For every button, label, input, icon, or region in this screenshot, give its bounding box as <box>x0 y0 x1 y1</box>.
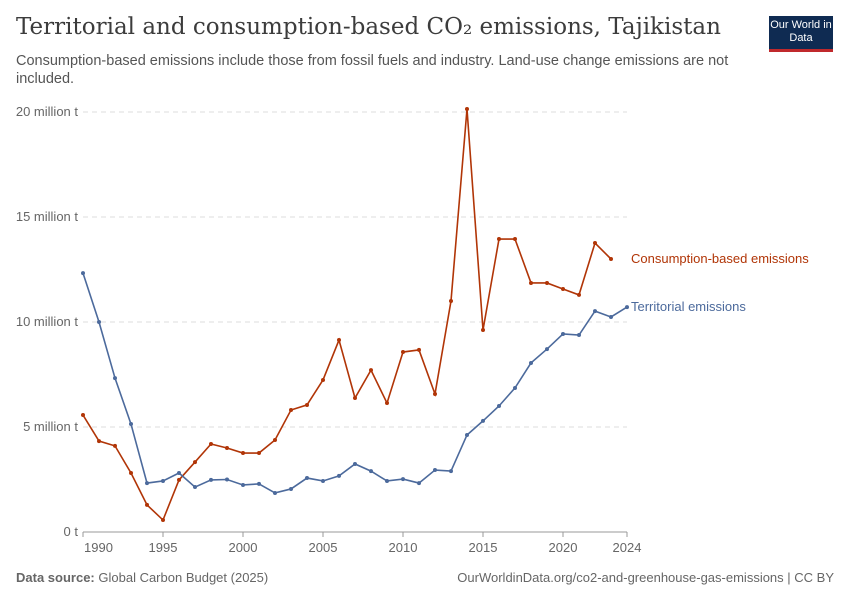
data-point <box>449 299 453 303</box>
data-point <box>305 476 309 481</box>
series-label: Territorial emissions <box>631 299 746 314</box>
data-point <box>129 470 133 475</box>
source-label: Data source: <box>16 570 95 585</box>
data-point <box>577 292 581 297</box>
data-point <box>97 439 101 444</box>
x-tick-label: 2010 <box>389 540 418 555</box>
data-point <box>577 333 581 338</box>
data-point <box>593 241 597 246</box>
data-point <box>545 280 549 285</box>
data-point <box>465 432 469 437</box>
data-point <box>225 477 229 482</box>
data-point <box>609 314 613 319</box>
series-line-territorial <box>82 272 628 494</box>
data-point <box>177 477 181 482</box>
x-tick-label: 1990 <box>84 540 113 555</box>
data-point <box>257 481 261 486</box>
data-point <box>273 438 277 443</box>
data-point <box>401 477 405 482</box>
chart-subtitle: Consumption-based emissions include thos… <box>16 53 729 87</box>
data-point <box>177 470 181 475</box>
data-point <box>321 478 325 483</box>
y-tick-label: 10 million t <box>16 314 79 329</box>
x-tick-label: 2000 <box>229 540 258 555</box>
footer-url[interactable]: OurWorldinData.org/co2-and-greenhouse-ga… <box>457 570 834 585</box>
data-point <box>193 460 197 465</box>
data-point <box>289 486 293 491</box>
data-point <box>545 347 549 352</box>
data-point <box>609 257 613 261</box>
data-point <box>305 402 309 407</box>
data-point <box>529 360 533 365</box>
y-tick-label: 0 t <box>64 524 79 539</box>
data-point <box>465 107 469 112</box>
data-point <box>385 401 389 406</box>
owid-logo[interactable]: Our World in Data <box>769 16 833 52</box>
data-point <box>113 443 117 448</box>
data-point <box>145 481 149 486</box>
data-point <box>81 413 85 418</box>
data-point <box>449 469 453 474</box>
chart-title: Territorial and consumption-based CO₂ em… <box>16 14 721 40</box>
data-point <box>497 237 501 242</box>
data-point <box>289 407 293 412</box>
series-line-consumption <box>82 108 612 522</box>
data-point <box>273 490 277 495</box>
data-point <box>321 377 325 382</box>
data-point <box>145 502 149 507</box>
data-point <box>337 473 341 478</box>
data-point <box>97 320 101 324</box>
data-point <box>81 271 85 276</box>
data-point <box>337 338 341 343</box>
data-point <box>385 478 389 483</box>
data-point <box>257 451 261 456</box>
data-point <box>513 237 517 242</box>
data-point <box>513 385 517 390</box>
x-tick-label: 2015 <box>469 540 498 555</box>
data-point <box>209 442 213 447</box>
data-point <box>561 287 565 292</box>
data-point <box>529 280 533 285</box>
series-label: Consumption-based emissions <box>631 251 809 266</box>
data-point <box>241 451 245 456</box>
data-point <box>593 309 597 314</box>
source-link[interactable]: Global Carbon Budget (2025) <box>98 570 269 585</box>
x-tick-label: 2024 <box>613 540 642 555</box>
data-point <box>561 331 565 336</box>
data-point <box>417 347 421 352</box>
data-point <box>193 485 197 490</box>
data-point <box>497 404 501 408</box>
data-point <box>433 392 437 397</box>
data-point <box>129 422 133 427</box>
x-tick-label: 1995 <box>149 540 178 555</box>
data-point <box>401 350 405 355</box>
data-point <box>161 518 165 523</box>
data-point <box>625 305 629 310</box>
data-point <box>161 478 165 483</box>
y-tick-label: 20 million t <box>16 104 79 119</box>
data-point <box>481 327 485 332</box>
data-point <box>225 446 229 450</box>
data-point <box>369 368 373 373</box>
data-point <box>241 482 245 487</box>
data-point <box>113 376 117 381</box>
x-tick-label: 2020 <box>549 540 578 555</box>
data-point <box>353 461 357 466</box>
y-tick-label: 5 million t <box>23 419 78 434</box>
data-point <box>417 481 421 486</box>
data-point <box>481 418 485 423</box>
data-point <box>369 469 373 474</box>
data-point <box>209 477 213 482</box>
y-tick-label: 15 million t <box>16 209 79 224</box>
x-tick-label: 2005 <box>309 540 338 555</box>
data-source: Data source: Global Carbon Budget (2025) <box>16 570 268 585</box>
data-point <box>353 396 357 401</box>
data-point <box>433 468 437 473</box>
